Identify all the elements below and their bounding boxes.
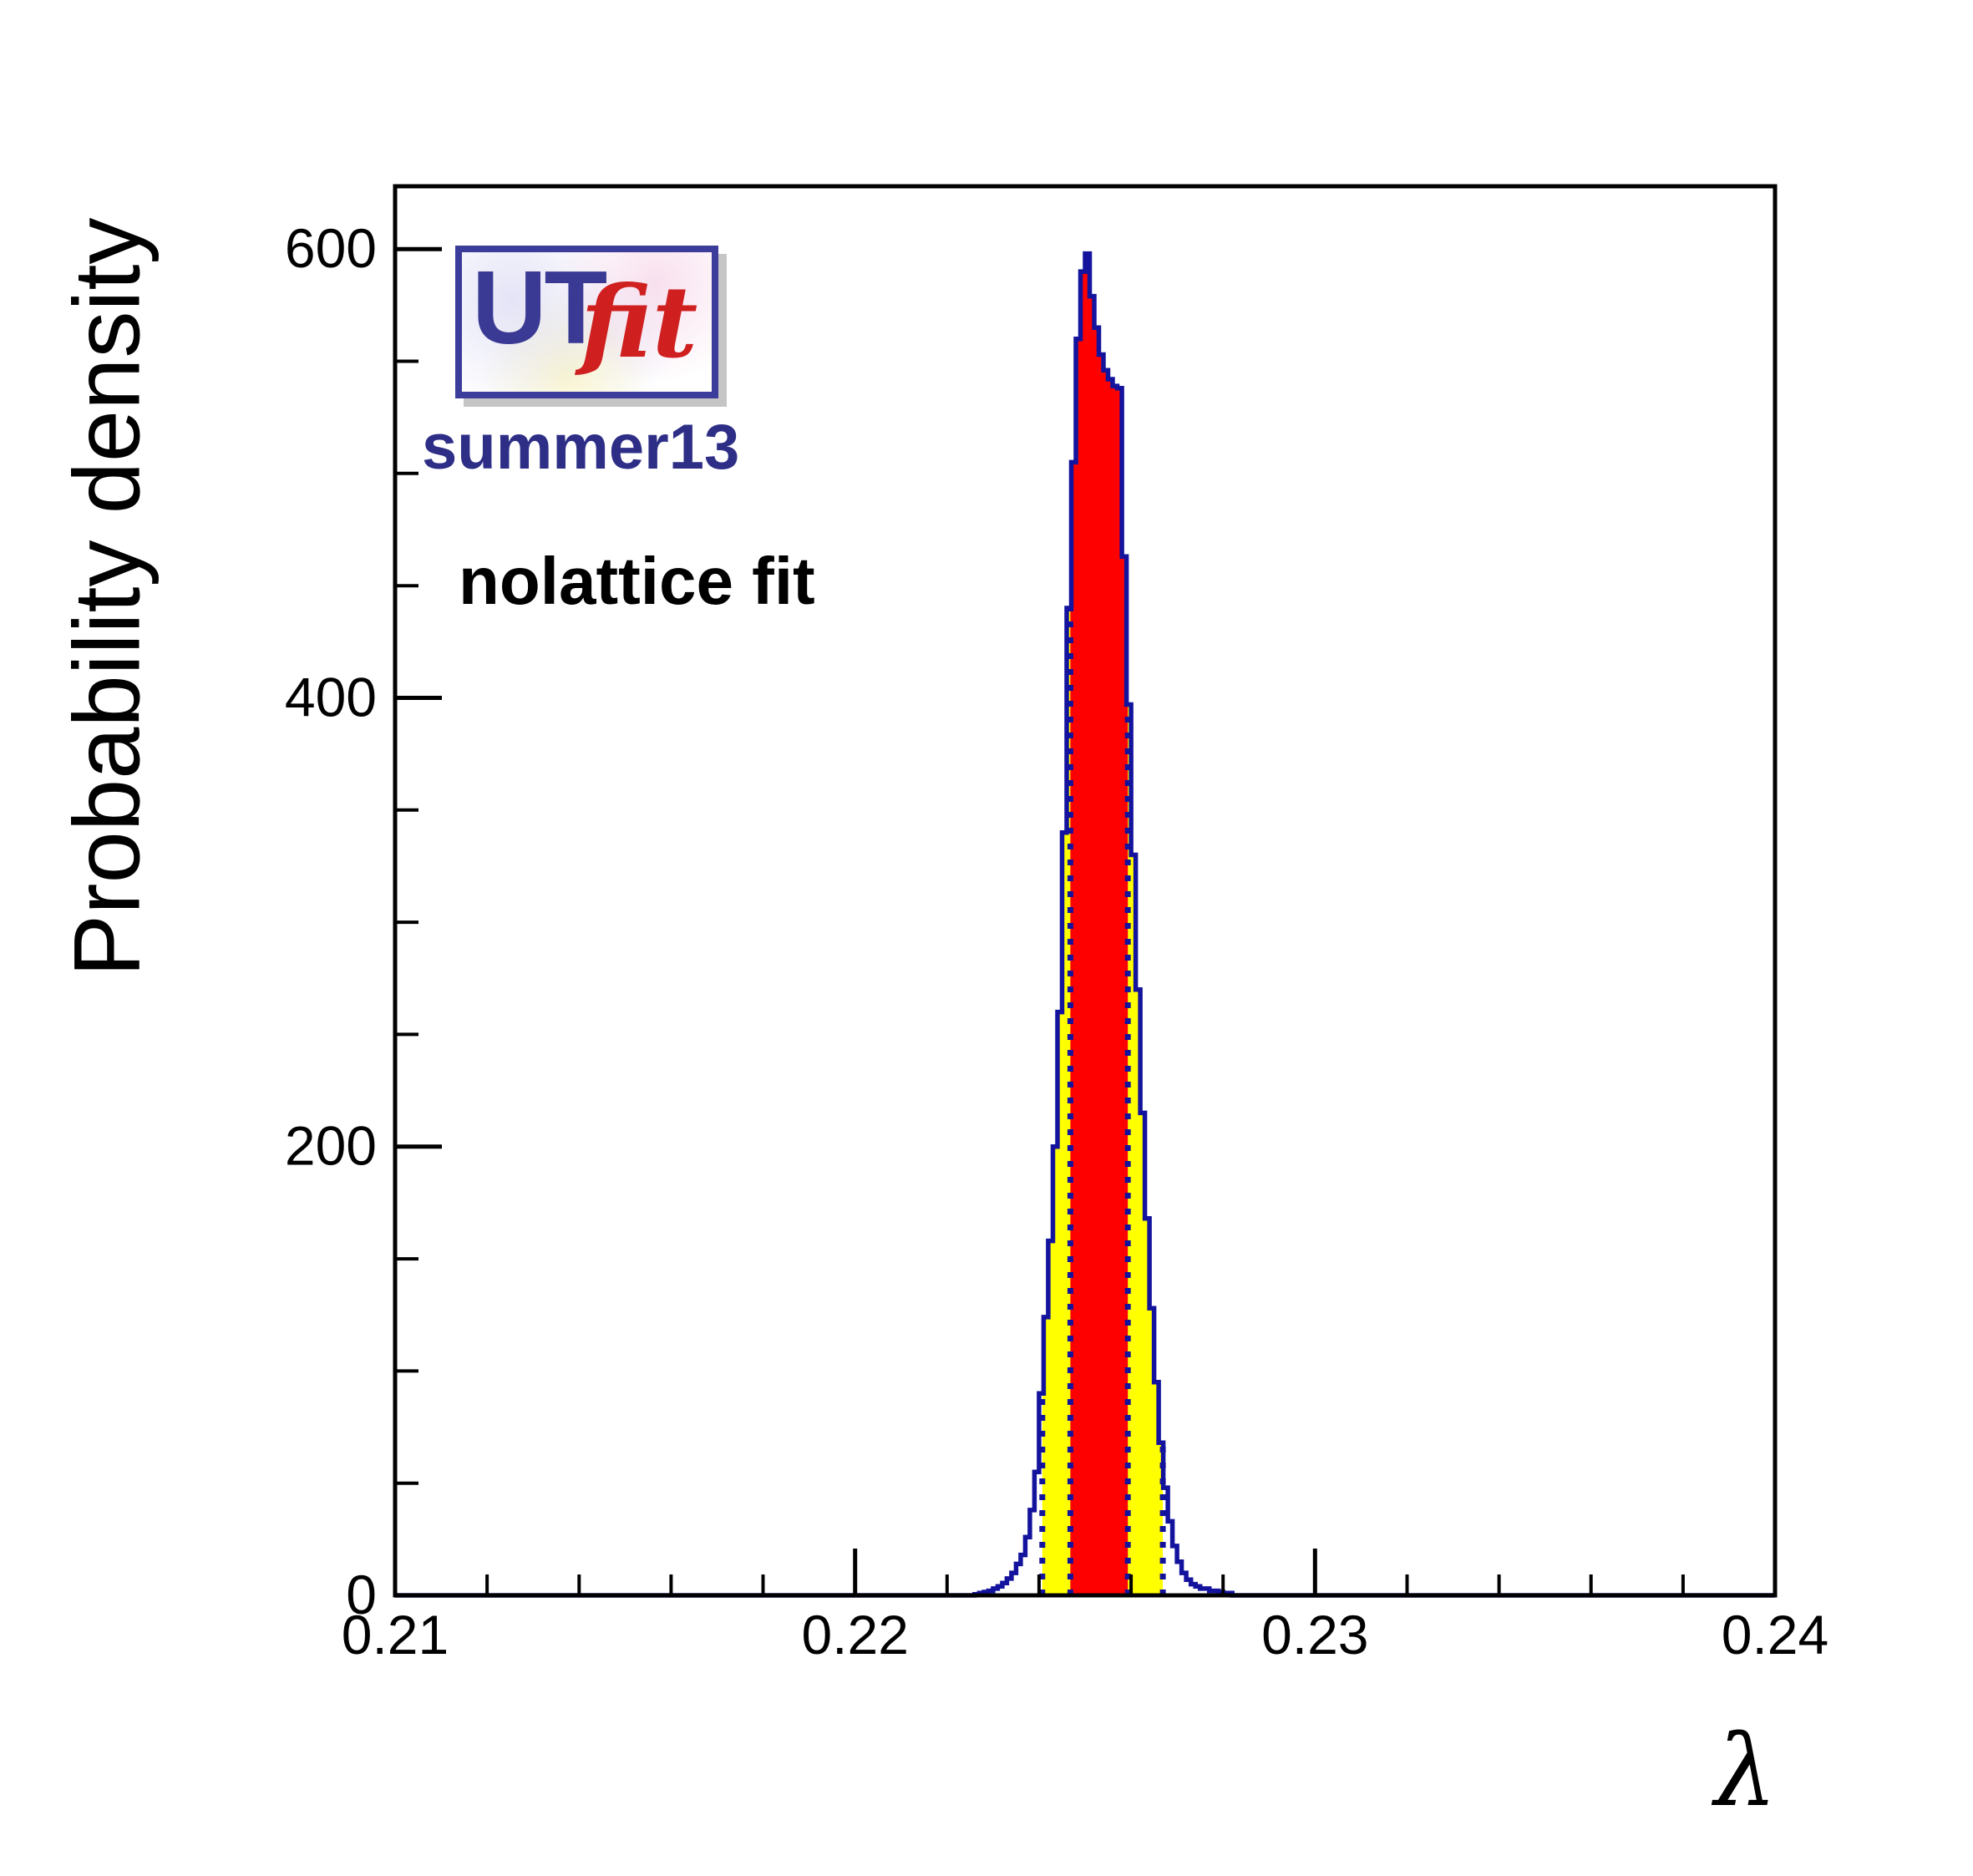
y-tick-label-0: 0 [346,1564,377,1625]
histogram-outline [395,251,1775,1598]
utfit-logo: UT fit [455,246,718,398]
x-tick-label-0.22: 0.22 [801,1604,908,1666]
fit-annotation: nolattice fit [459,544,815,618]
utfit-logo-ut-text: UT [472,251,607,366]
y-axis-title: Probability density [54,217,160,977]
x-axis-title-lambda: λ [1714,1713,1778,1828]
y-tick-label-600: 600 [285,217,377,279]
ci68-band-fill [1070,253,1129,1595]
y-tick-label-200: 200 [285,1115,377,1177]
y-tick-label-400: 400 [285,667,377,728]
watermark-subtitle: summer13 [422,412,740,483]
plot-frame [393,184,1778,1598]
x-tick-label-0.23: 0.23 [1261,1604,1368,1666]
utfit-logo-fit-text: fit [581,264,698,380]
x-tick-label-0.24: 0.24 [1722,1604,1828,1666]
x-tick-label-0.21: 0.21 [342,1604,449,1666]
